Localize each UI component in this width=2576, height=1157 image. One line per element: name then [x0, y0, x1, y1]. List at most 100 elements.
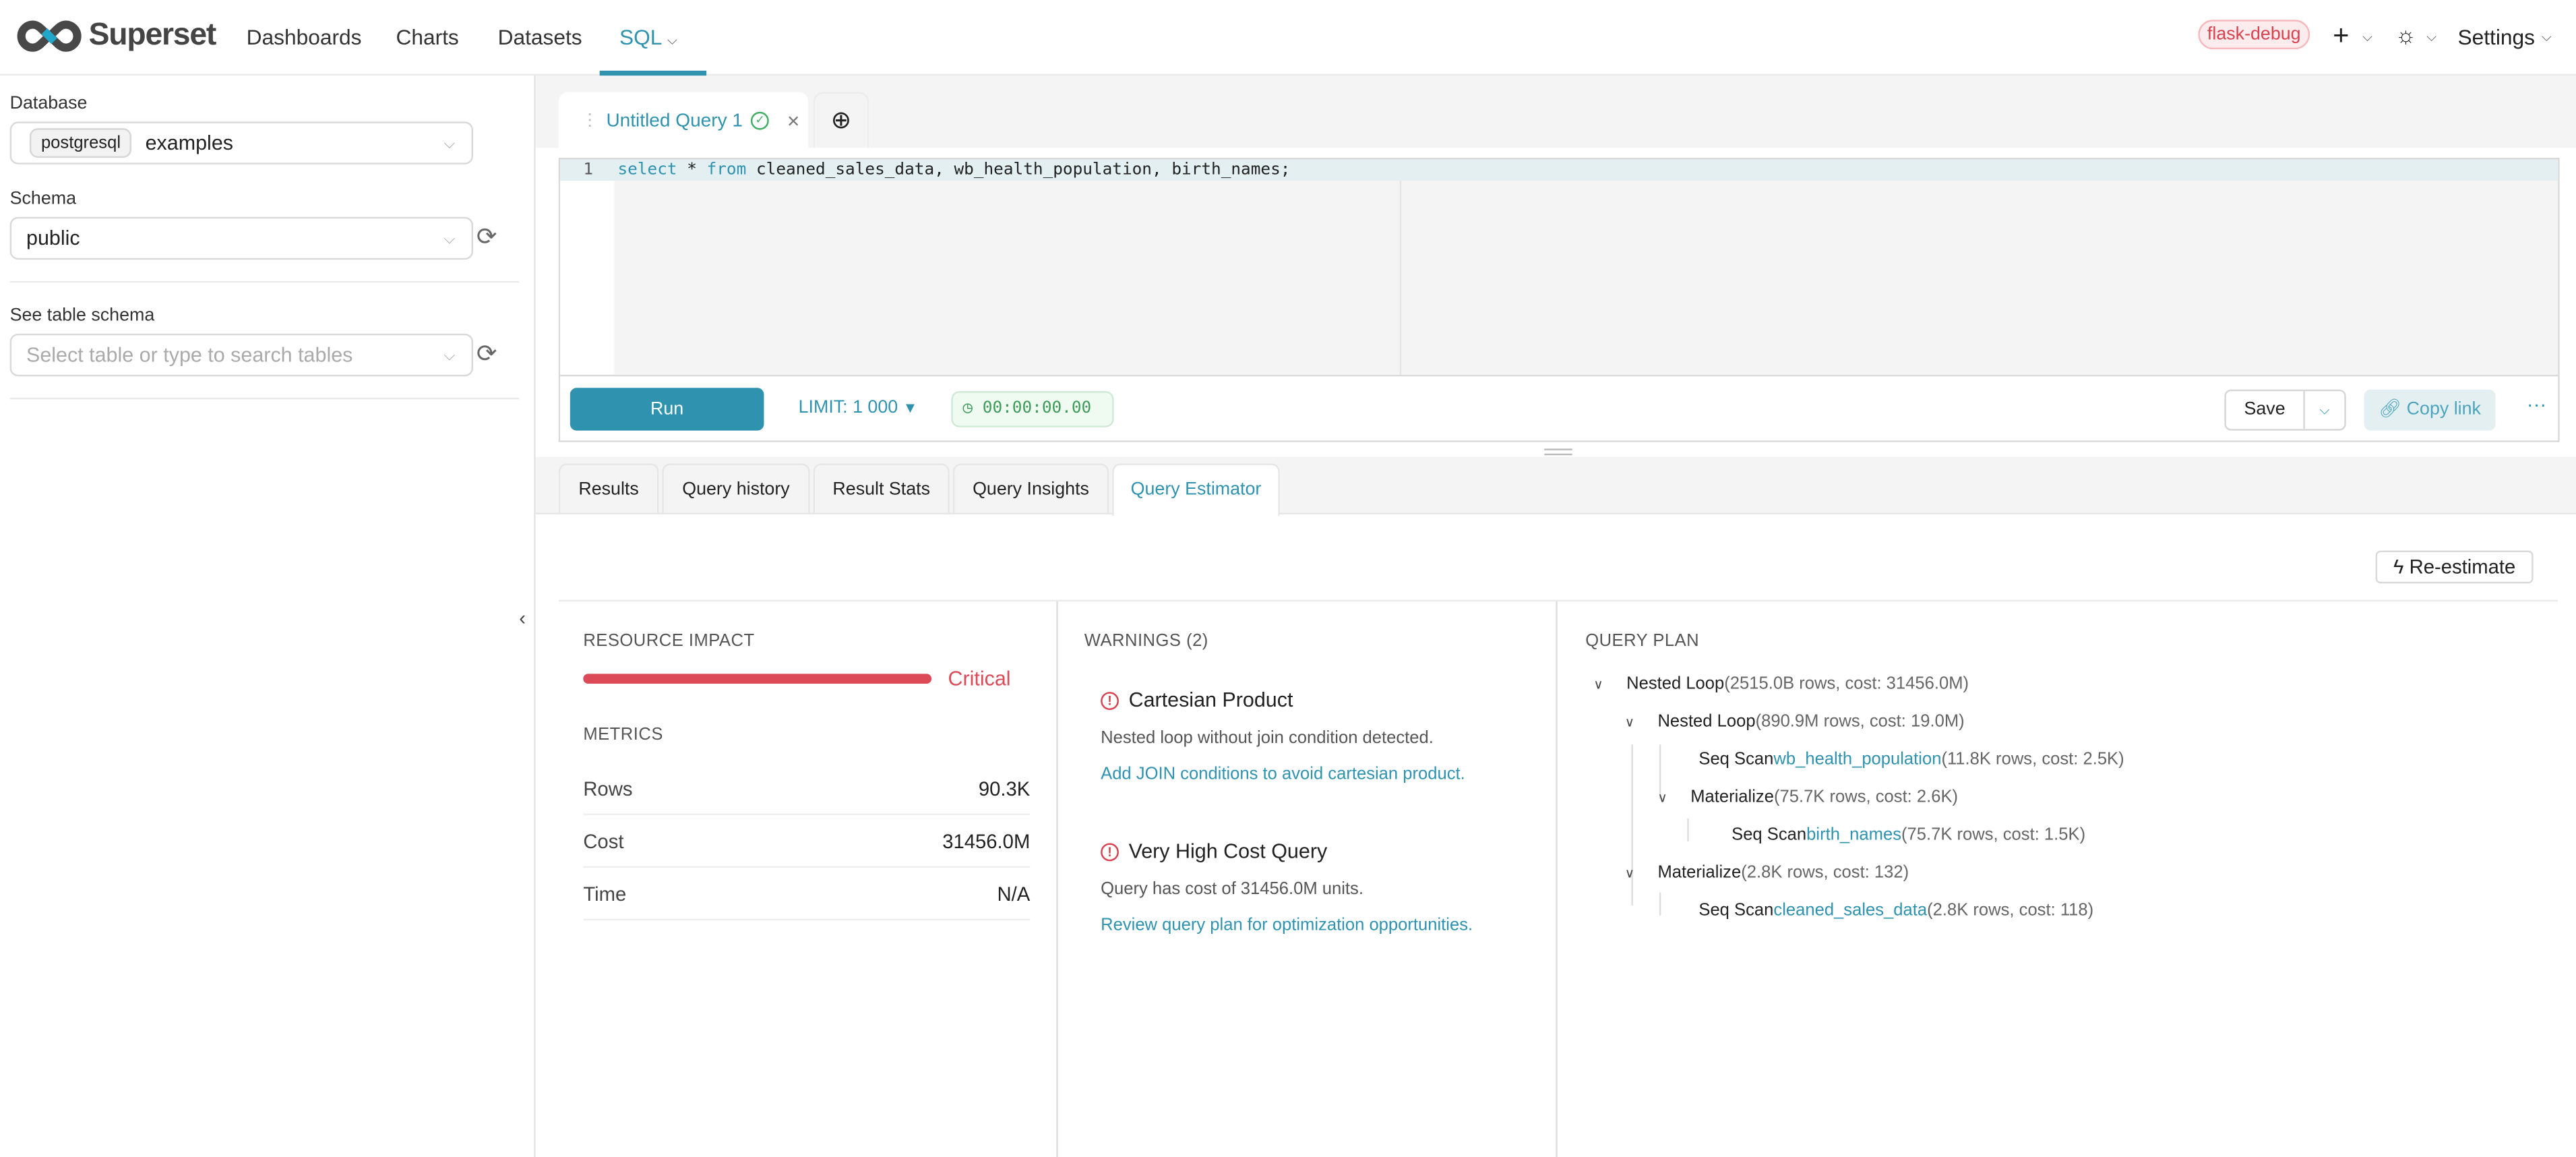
metric-value: 90.3K — [978, 776, 1031, 800]
chevron-down-icon: ⌵ — [443, 134, 456, 152]
tab-result-stats[interactable]: Result Stats — [813, 463, 950, 514]
plan-meta: (890.9M rows, cost: 19.0M) — [1755, 711, 1965, 732]
nav-dashboards[interactable]: Dashboards — [246, 24, 362, 50]
plan-meta: (2.8K rows, cost: 132) — [1741, 862, 1909, 883]
plan-node[interactable]: ∨ Materialize (2.8K rows, cost: 132) — [1625, 863, 1909, 883]
chevron-down-icon[interactable]: ⌵ — [2362, 29, 2372, 44]
chevron-down-icon[interactable]: ∨ — [1593, 676, 1603, 691]
run-button[interactable]: Run — [570, 388, 764, 431]
superset-logo[interactable]: Superset — [16, 18, 216, 55]
warning-description: Query has cost of 31456.0M units. — [1101, 879, 1363, 899]
database-select[interactable]: postgresql examples ⌵ — [9, 121, 473, 165]
tab-query-estimator[interactable]: Query Estimator — [1112, 463, 1280, 516]
superset-logo-icon — [17, 20, 82, 52]
save-options-chevron-icon[interactable]: ⌵ — [2319, 403, 2330, 418]
sql-code-line[interactable]: select * from cleaned_sales_data, wb_hea… — [618, 159, 1291, 181]
query-tab-title: Untitled Query 1 — [606, 111, 743, 131]
warning-action-link[interactable]: Review query plan for optimization oppor… — [1101, 915, 1473, 935]
limit-dropdown[interactable]: LIMIT: 1 000 ▼ — [799, 398, 918, 417]
tree-guide — [1659, 744, 1661, 799]
refresh-schema-icon[interactable]: ⟳ — [476, 223, 497, 251]
impact-bar-fill — [583, 674, 932, 684]
settings-menu[interactable]: Settings — [2457, 24, 2536, 50]
brand-name: Superset — [88, 18, 217, 53]
divider — [9, 280, 520, 283]
nav-sql-label: SQL — [619, 24, 662, 50]
plan-table[interactable]: wb_health_population — [1773, 749, 1942, 769]
line-gutter — [560, 159, 615, 375]
metric-label: Rows — [583, 776, 633, 800]
collapse-sidebar-icon[interactable]: ‹ — [511, 606, 534, 630]
copy-link-label: Copy link — [2406, 399, 2481, 419]
chevron-down-icon[interactable]: ∨ — [1657, 790, 1667, 805]
new-plus-icon[interactable]: + — [2333, 20, 2350, 51]
refresh-tables-icon[interactable]: ⟳ — [476, 340, 497, 368]
re-estimate-label: Re-estimate — [2409, 555, 2516, 578]
add-query-tab-button[interactable]: ⊕ — [813, 92, 869, 150]
warning-action-link[interactable]: Add JOIN conditions to avoid cartesian p… — [1101, 764, 1465, 784]
warnings-title: WARNINGS (2) — [1084, 631, 1208, 651]
nav-sql[interactable]: SQL ⌵ — [619, 25, 677, 50]
save-button-group: Save ⌵ — [2224, 389, 2346, 431]
chevron-down-icon: ⌵ — [443, 347, 456, 363]
plan-meta: (2515.0B rows, cost: 31456.0M) — [1724, 674, 1969, 694]
plan-op: Seq Scan — [1731, 825, 1807, 845]
drag-handle-icon[interactable]: ⋮ — [581, 111, 599, 130]
sql-text: * — [677, 160, 707, 179]
plan-meta: (75.7K rows, cost: 2.6K) — [1773, 787, 1959, 807]
metric-row-time: Time N/A — [583, 868, 1031, 920]
plan-op: Nested Loop — [1657, 711, 1756, 732]
metric-value: 31456.0M — [942, 829, 1031, 852]
copy-link-button[interactable]: 🔗︎ Copy link — [2364, 389, 2496, 431]
print-margin — [1399, 181, 1402, 375]
close-tab-icon[interactable]: × — [787, 108, 800, 134]
engine-tag: postgresql — [29, 128, 133, 158]
sql-editor[interactable]: 1 select * from cleaned_sales_data, wb_h… — [558, 158, 2560, 442]
plan-op: Nested Loop — [1626, 674, 1725, 694]
schema-select[interactable]: public ⌵ — [9, 216, 473, 260]
tab-query-history[interactable]: Query history — [662, 463, 810, 514]
theme-sun-icon[interactable]: ☼ — [2395, 21, 2417, 48]
nav-charts[interactable]: Charts — [396, 24, 459, 50]
chevron-down-icon: ⌵ — [667, 32, 677, 48]
timer-value: 00:00:00.00 — [982, 399, 1092, 418]
more-options-button[interactable]: ··· — [2526, 392, 2547, 416]
database-label: Database — [9, 93, 88, 114]
plan-table[interactable]: cleaned_sales_data — [1773, 900, 1928, 920]
nav-datasets[interactable]: Datasets — [497, 24, 582, 50]
resource-impact-title: RESOURCE IMPACT — [583, 631, 755, 651]
metric-label: Cost — [583, 829, 624, 852]
plan-node[interactable]: ∨ Nested Loop (890.9M rows, cost: 19.0M) — [1625, 711, 1965, 731]
tab-results[interactable]: Results — [558, 463, 659, 514]
query-tab-active[interactable]: ⋮ Untitled Query 1 ✓ × — [558, 92, 809, 150]
metric-row-rows: Rows 90.3K — [583, 763, 1031, 815]
metrics-title: METRICS — [583, 724, 663, 745]
lightning-icon: ϟ — [2393, 555, 2404, 578]
chevron-down-icon[interactable]: ⌵ — [2541, 29, 2552, 44]
tab-query-insights[interactable]: Query Insights — [952, 463, 1109, 514]
plan-node[interactable]: ∨ Nested Loop (2515.0B rows, cost: 31456.… — [1593, 674, 1969, 693]
exclamation-circle-icon: ! — [1101, 690, 1119, 709]
plan-node: Seq Scan cleaned_sales_data (2.8K rows, … — [1698, 901, 2093, 920]
re-estimate-button[interactable]: ϟ Re-estimate — [2375, 550, 2534, 584]
chevron-down-icon: ⌵ — [443, 230, 456, 247]
column-divider — [1556, 601, 1558, 1157]
caret-down-icon: ▼ — [902, 399, 918, 416]
plan-node[interactable]: ∨ Materialize (75.7K rows, cost: 2.6K) — [1657, 788, 1958, 807]
line-number: 1 — [583, 160, 594, 179]
save-button[interactable]: Save — [2226, 391, 2305, 429]
plan-table[interactable]: birth_names — [1806, 825, 1901, 845]
plan-node: Seq Scan wb_health_population (11.8K row… — [1698, 750, 2124, 769]
table-select-placeholder: Select table or type to search tables — [26, 343, 353, 367]
column-divider — [1056, 601, 1058, 1157]
plan-op: Materialize — [1657, 862, 1742, 883]
code-area[interactable] — [614, 159, 2558, 375]
resize-handle[interactable] — [1544, 448, 1572, 456]
sql-text: cleaned_sales_data, wb_health_population… — [746, 160, 1291, 179]
metric-label: Time — [583, 881, 627, 905]
chevron-down-icon[interactable]: ∨ — [1624, 865, 1634, 881]
chevron-down-icon[interactable]: ∨ — [1624, 714, 1634, 730]
exclamation-circle-icon: ! — [1101, 842, 1119, 861]
chevron-down-icon[interactable]: ⌵ — [2426, 29, 2437, 44]
table-select[interactable]: Select table or type to search tables ⌵ — [9, 333, 473, 377]
